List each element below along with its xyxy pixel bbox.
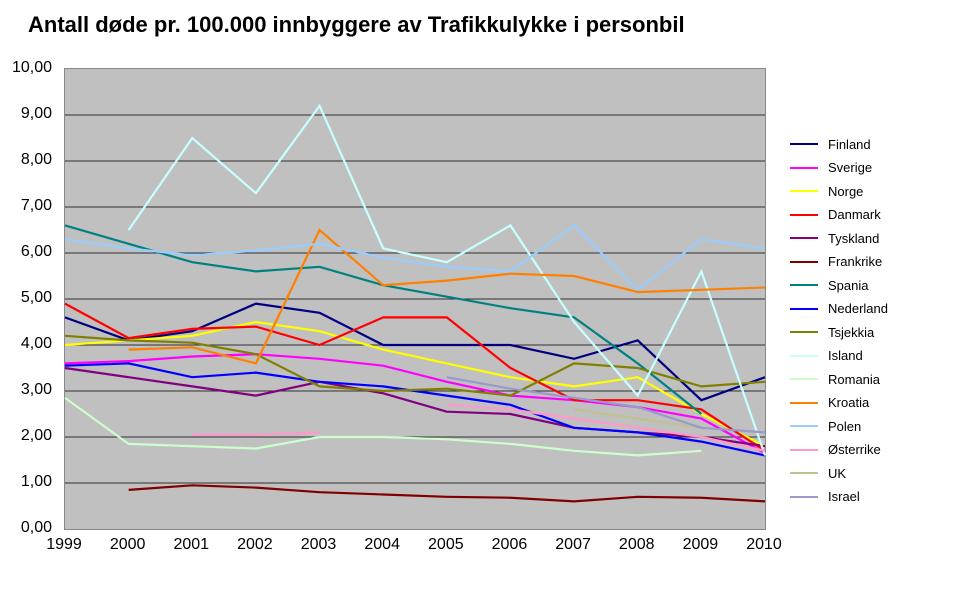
legend-item-israel: Israel xyxy=(790,489,888,505)
legend-swatch xyxy=(790,355,818,357)
series-frankrike xyxy=(129,485,765,501)
legend-item-polen: Polen xyxy=(790,418,888,434)
legend-label: Romania xyxy=(828,372,880,387)
legend: Finland Sverige Norge Danmark Tyskland Frankr… xyxy=(790,136,888,512)
y-tick-label: 8,00 xyxy=(21,151,52,169)
x-tick-label: 2009 xyxy=(683,536,719,554)
legend-label: Østerrike xyxy=(828,442,881,457)
legend-swatch xyxy=(790,167,818,169)
legend-label: Kroatia xyxy=(828,395,869,410)
legend-label: Danmark xyxy=(828,207,881,222)
legend-swatch xyxy=(790,284,818,286)
legend-item-island: Island xyxy=(790,348,888,364)
x-tick-label: 2007 xyxy=(555,536,591,554)
y-tick-label: 2,00 xyxy=(21,427,52,445)
legend-label: UK xyxy=(828,466,846,481)
y-tick-label: 10,00 xyxy=(12,59,52,77)
series-nederland xyxy=(65,363,765,455)
legend-label: Sverige xyxy=(828,160,872,175)
legend-item-norge: Norge xyxy=(790,183,888,199)
legend-swatch xyxy=(790,425,818,427)
legend-label: Island xyxy=(828,348,863,363)
legend-label: Tyskland xyxy=(828,231,879,246)
legend-label: Frankrike xyxy=(828,254,882,269)
legend-item-tyskland: Tyskland xyxy=(790,230,888,246)
legend-item-finland: Finland xyxy=(790,136,888,152)
legend-item-sverige: Sverige xyxy=(790,160,888,176)
legend-label: Israel xyxy=(828,489,860,504)
y-tick-label: 0,00 xyxy=(21,519,52,537)
chart-area: 0,00 1,00 2,00 3,00 4,00 5,00 6,00 7,00 8,00 9,00… xyxy=(0,38,960,578)
legend-label: Nederland xyxy=(828,301,888,316)
x-tick-label: 2001 xyxy=(173,536,209,554)
legend-swatch xyxy=(790,378,818,380)
legend-swatch xyxy=(790,237,818,239)
y-tick-label: 5,00 xyxy=(21,289,52,307)
legend-swatch xyxy=(790,402,818,404)
series-danmark xyxy=(65,304,765,451)
legend-item-uk: UK xyxy=(790,465,888,481)
y-tick-label: 4,00 xyxy=(21,335,52,353)
legend-label: Spania xyxy=(828,278,868,293)
legend-swatch xyxy=(790,190,818,192)
x-tick-label: 2003 xyxy=(301,536,337,554)
plot-region xyxy=(64,68,766,530)
series-uk xyxy=(574,409,701,427)
legend-swatch xyxy=(790,496,818,498)
legend-item-romania: Romania xyxy=(790,371,888,387)
legend-item-frankrike: Frankrike xyxy=(790,254,888,270)
y-tick-label: 6,00 xyxy=(21,243,52,261)
legend-swatch xyxy=(790,214,818,216)
legend-label: Polen xyxy=(828,419,861,434)
legend-label: Finland xyxy=(828,137,871,152)
y-tick-label: 1,00 xyxy=(21,473,52,491)
x-tick-label: 2010 xyxy=(746,536,782,554)
chart-title: Antall døde pr. 100.000 innbyggere av Tr… xyxy=(0,0,960,38)
y-tick-label: 7,00 xyxy=(21,197,52,215)
legend-swatch xyxy=(790,449,818,451)
x-tick-label: 2008 xyxy=(619,536,655,554)
legend-label: Tsjekkia xyxy=(828,325,874,340)
series-polen xyxy=(65,225,765,289)
x-tick-label: 2006 xyxy=(492,536,528,554)
legend-item-nederland: Nederland xyxy=(790,301,888,317)
y-tick-label: 3,00 xyxy=(21,381,52,399)
legend-swatch xyxy=(790,308,818,310)
legend-item-kroatia: Kroatia xyxy=(790,395,888,411)
legend-label: Norge xyxy=(828,184,863,199)
x-tick-label: 2002 xyxy=(237,536,273,554)
x-tick-label: 1999 xyxy=(46,536,82,554)
legend-swatch xyxy=(790,143,818,145)
y-tick-label: 9,00 xyxy=(21,105,52,123)
legend-item-danmark: Danmark xyxy=(790,207,888,223)
legend-swatch xyxy=(790,331,818,333)
legend-swatch xyxy=(790,472,818,474)
legend-item-spania: Spania xyxy=(790,277,888,293)
legend-swatch xyxy=(790,261,818,263)
x-tick-label: 2004 xyxy=(364,536,400,554)
x-tick-label: 2005 xyxy=(428,536,464,554)
x-tick-label: 2000 xyxy=(110,536,146,554)
legend-item-østerrike: Østerrike xyxy=(790,442,888,458)
series-romania xyxy=(65,398,701,456)
legend-item-tsjekkia: Tsjekkia xyxy=(790,324,888,340)
